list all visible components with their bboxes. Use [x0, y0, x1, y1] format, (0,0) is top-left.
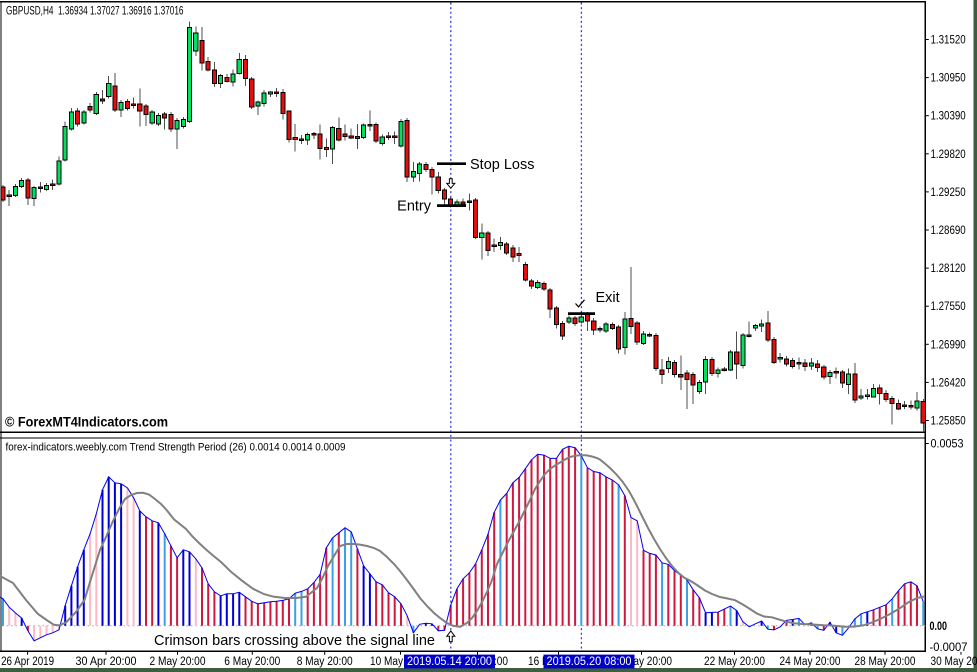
svg-text:6 May 20:00: 6 May 20:00 [224, 656, 280, 668]
svg-text:Crimson bars crossing above th: Crimson bars crossing above the signal l… [154, 633, 435, 649]
svg-text:30 Apr 20:00: 30 Apr 20:00 [76, 656, 137, 668]
svg-text:24 May 20:00: 24 May 20:00 [780, 656, 841, 668]
svg-text:2019.05.14 20:00: 2019.05.14 20:00 [407, 656, 492, 668]
svg-text:forex-indicators.weebly.com Tr: forex-indicators.weebly.com Trend Streng… [6, 442, 346, 454]
svg-text:Entry: Entry [397, 199, 432, 215]
svg-text:1.30950: 1.30950 [931, 73, 966, 85]
svg-text:1.26990: 1.26990 [931, 339, 966, 351]
svg-text:1.28120: 1.28120 [931, 263, 966, 275]
svg-text:2 May 20:00: 2 May 20:00 [150, 656, 206, 668]
svg-text:1.30390: 1.30390 [931, 111, 966, 123]
svg-text:GBPUSD,H4 1.36934 1.37027 1.3: GBPUSD,H4 1.36934 1.37027 1.36916 1.3701… [6, 6, 184, 18]
svg-text:0.0053: 0.0053 [931, 439, 964, 451]
svg-text:26 Apr 2019: 26 Apr 2019 [1, 656, 54, 668]
svg-text:22 May 20:00: 22 May 20:00 [704, 656, 765, 668]
svg-text:Stop Loss: Stop Loss [470, 157, 535, 173]
svg-text:2019.05.20 08:00: 2019.05.20 08:00 [547, 656, 632, 668]
svg-text:8 May 20:00: 8 May 20:00 [297, 656, 353, 668]
svg-text:1.29820: 1.29820 [931, 149, 966, 161]
svg-text:30 May 20:00: 30 May 20:00 [931, 656, 977, 668]
svg-text:© ForexMT4Indicators.com: © ForexMT4Indicators.com [5, 415, 168, 430]
svg-text:1.29250: 1.29250 [931, 187, 966, 199]
svg-text:28 May 20:00: 28 May 20:00 [855, 656, 916, 668]
svg-text:0.00: 0.00 [930, 621, 948, 633]
svg-text:1.31520: 1.31520 [931, 35, 966, 47]
svg-text:1.25850: 1.25850 [931, 416, 966, 428]
svg-text:-0.0007: -0.0007 [930, 642, 968, 654]
svg-text:Exit: Exit [596, 290, 620, 306]
svg-text:1.27550: 1.27550 [931, 301, 966, 313]
svg-text:1.26420: 1.26420 [931, 377, 966, 389]
svg-text:1.28690: 1.28690 [931, 225, 966, 237]
